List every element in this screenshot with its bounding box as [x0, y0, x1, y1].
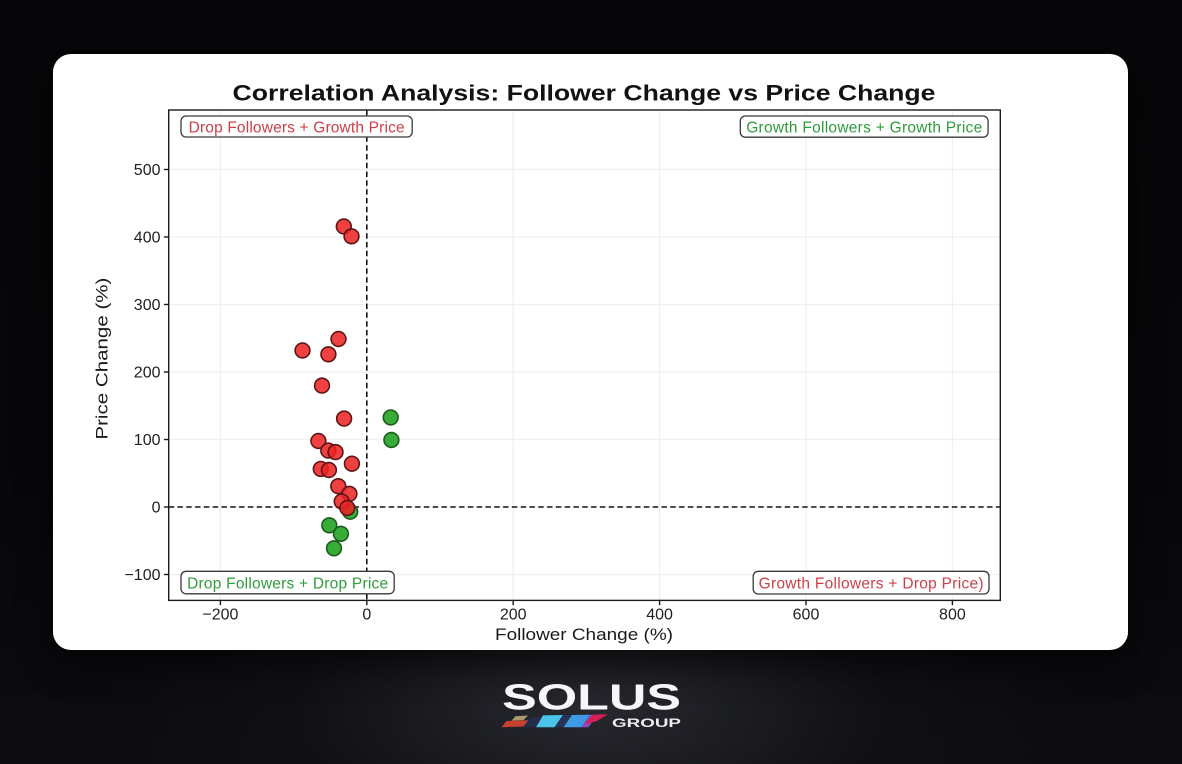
svg-text:Drop Followers + Drop Price: Drop Followers + Drop Price	[187, 576, 388, 593]
svg-text:−200: −200	[202, 607, 238, 624]
svg-text:Price Change (%): Price Change (%)	[93, 278, 112, 440]
svg-text:Growth Followers + Growth Pric: Growth Followers + Growth Price	[746, 119, 982, 136]
svg-text:Drop Followers + Growth Price: Drop Followers + Growth Price	[189, 119, 405, 136]
svg-text:SOLUS: SOLUS	[502, 677, 681, 718]
svg-text:GROUP: GROUP	[612, 716, 681, 730]
svg-text:400: 400	[646, 607, 673, 624]
svg-text:Growth Followers + Drop Price): Growth Followers + Drop Price)	[759, 576, 984, 593]
svg-text:Correlation Analysis: Follower: Correlation Analysis: Follower Change vs…	[233, 81, 936, 106]
svg-text:100: 100	[134, 432, 161, 449]
svg-text:0: 0	[362, 607, 371, 624]
svg-text:200: 200	[134, 365, 161, 382]
svg-text:0: 0	[152, 500, 161, 517]
svg-text:200: 200	[500, 607, 527, 624]
svg-text:−100: −100	[124, 567, 160, 584]
svg-text:300: 300	[134, 297, 161, 314]
svg-text:600: 600	[793, 607, 820, 624]
svg-text:500: 500	[134, 162, 161, 179]
svg-text:800: 800	[939, 607, 966, 624]
svg-text:Follower Change (%): Follower Change (%)	[495, 625, 673, 644]
svg-text:400: 400	[134, 230, 161, 247]
